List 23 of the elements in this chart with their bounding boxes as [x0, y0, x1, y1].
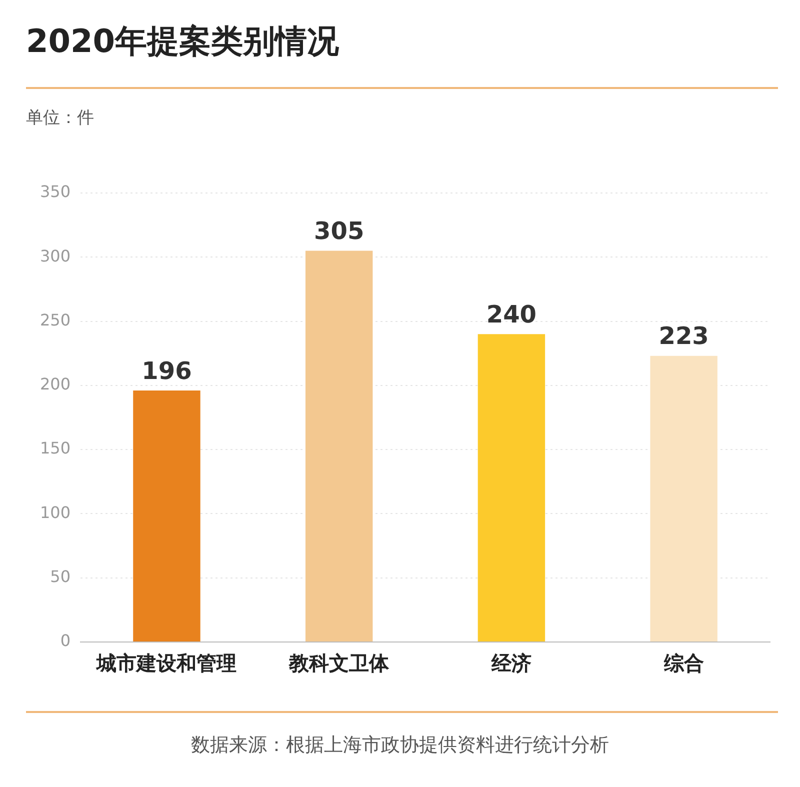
y-tick-label: 50	[50, 567, 71, 586]
y-tick-label: 350	[40, 182, 71, 202]
x-tick-label: 经济	[490, 651, 532, 676]
y-tick-label: 300	[40, 246, 71, 266]
y-tick-label: 250	[40, 310, 71, 330]
y-tick-label: 100	[40, 502, 71, 522]
bar	[305, 250, 373, 642]
x-tick-label: 城市建设和管理	[96, 651, 237, 676]
data-label: 240	[486, 300, 537, 328]
data-label: 223	[658, 322, 709, 350]
chart-title: 2020年提案类别情况	[26, 21, 340, 62]
y-tick-label: 200	[40, 374, 71, 394]
data-label: 305	[314, 216, 364, 245]
y-axis-title: 单位：件	[26, 107, 94, 129]
bar	[133, 390, 200, 642]
y-tick-label: 0	[60, 631, 71, 650]
y-tick-label: 150	[40, 438, 71, 458]
x-tick-label: 教科文卫体	[288, 651, 390, 676]
bar	[650, 356, 718, 642]
source-note: 数据来源：根据上海市政协提供资料进行统计分析	[190, 733, 610, 758]
x-tick-label: 综合	[662, 651, 704, 676]
data-label: 196	[142, 356, 192, 385]
bar	[478, 334, 546, 642]
